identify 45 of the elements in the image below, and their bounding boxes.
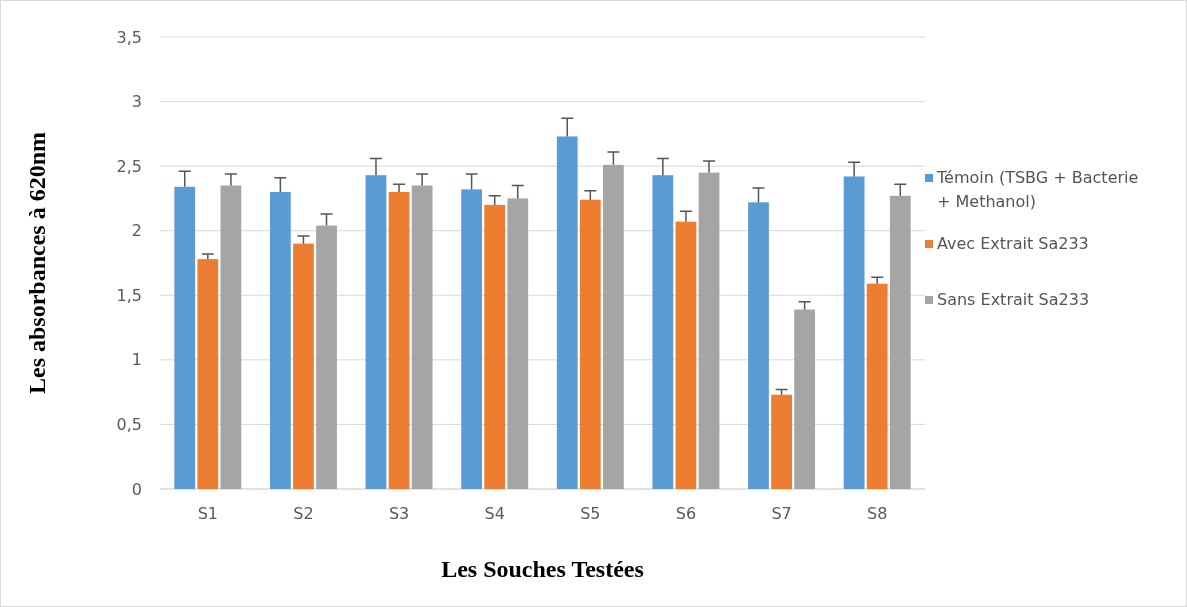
bar — [843, 176, 865, 489]
bar — [889, 195, 911, 489]
y-tick-label: 3 — [131, 92, 142, 112]
bar — [698, 172, 720, 489]
y-axis-title: Les absorbances à 620nm — [24, 131, 50, 395]
bar — [411, 185, 433, 489]
y-tick-label: 1 — [131, 350, 142, 370]
x-tick-label: S1 — [197, 504, 218, 523]
x-tick-label: S6 — [675, 504, 697, 523]
bar — [556, 136, 578, 489]
y-tick-label: 3,5 — [116, 27, 142, 47]
bar — [293, 243, 314, 489]
bar — [461, 189, 482, 489]
bar — [174, 186, 196, 489]
x-tick-label: S7 — [771, 504, 792, 523]
bar — [603, 164, 624, 489]
bar — [771, 394, 792, 489]
y-tick-label: 0 — [131, 479, 142, 499]
legend-label: Sans Extrait Sa233 — [937, 290, 1090, 309]
x-tick-label: S3 — [388, 504, 410, 523]
bar — [748, 202, 769, 489]
bar — [675, 221, 697, 489]
legend-label: Avec Extrait Sa233 — [937, 234, 1089, 253]
legend-label: Témoin (TSBG + Bacterie + Methanol) — [936, 168, 1139, 211]
bar — [388, 191, 410, 489]
x-tick-label: S8 — [867, 504, 888, 523]
bar — [579, 199, 601, 489]
bar — [866, 283, 888, 489]
x-tick-label: S4 — [484, 504, 505, 523]
bar — [652, 175, 674, 489]
y-tick-label: 0,5 — [116, 415, 142, 435]
y-tick-label: 1,5 — [116, 285, 142, 305]
y-tick-label: 2 — [131, 221, 142, 241]
bar — [507, 198, 529, 489]
bar — [316, 225, 337, 489]
bar — [269, 191, 291, 489]
bar — [220, 185, 242, 489]
x-axis-title: Les Souches Testées — [441, 556, 644, 582]
bar — [197, 259, 219, 489]
x-tick-label: S2 — [293, 504, 314, 523]
x-tick-label: S5 — [580, 504, 601, 523]
bar — [484, 204, 506, 489]
bar — [365, 175, 387, 489]
y-tick-label: 2,5 — [116, 156, 142, 176]
bar — [794, 309, 816, 489]
